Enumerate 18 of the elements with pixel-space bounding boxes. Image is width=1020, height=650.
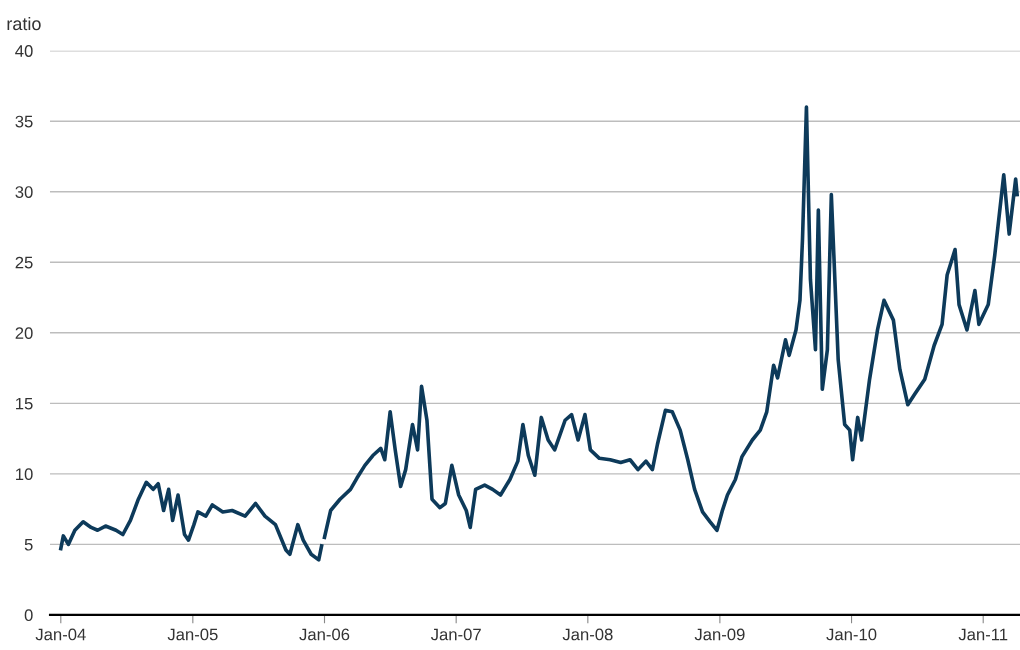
y-tick-label: 25 [15, 256, 33, 269]
y-tick-label: 20 [15, 327, 33, 339]
y-axis-title: ratio [7, 16, 41, 31]
y-tick-label: 35 [15, 115, 33, 128]
x-tick-label: Jan-04 [35, 628, 86, 641]
y-tick-label: 15 [16, 397, 33, 410]
x-tick-label: Jan-11 [958, 628, 1008, 641]
x-tick-label: Jan-10 [826, 628, 877, 641]
x-tick-label: Jan-06 [299, 628, 350, 641]
y-tick-label: 30 [15, 186, 33, 198]
x-tick-label: Jan-08 [562, 628, 613, 641]
x-tick-label: Jan-09 [694, 628, 745, 641]
x-tick-label: Jan-07 [430, 628, 481, 641]
y-tick-label: 5 [24, 538, 33, 551]
y-tick-label: 40 [15, 45, 33, 57]
y-tick-label: 10 [16, 468, 33, 481]
y-tick-label: 0 [24, 609, 33, 622]
x-tick-label: Jan-05 [167, 628, 218, 641]
